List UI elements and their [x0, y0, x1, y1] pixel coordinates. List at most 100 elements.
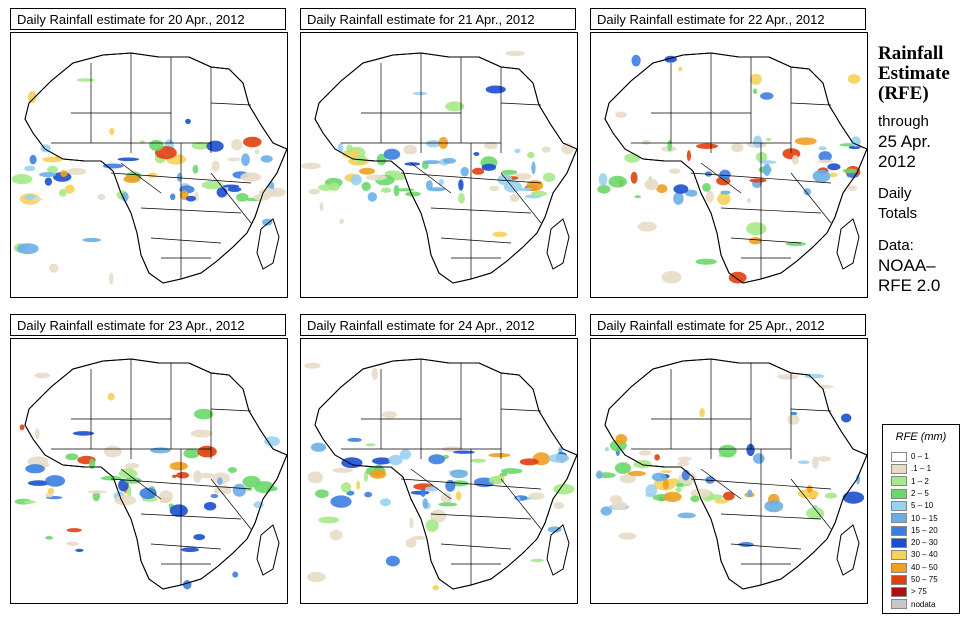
rainfall-cell	[356, 480, 361, 490]
rainfall-cell	[254, 149, 260, 155]
rainfall-cell	[619, 474, 636, 484]
rainfall-cell	[488, 475, 505, 485]
coastline	[604, 358, 867, 590]
rainfall-cell	[856, 474, 860, 485]
map-svg	[11, 52, 287, 285]
country-border	[730, 237, 802, 244]
rainfall-cell	[87, 490, 107, 494]
legend-label: 50 – 75	[911, 575, 938, 584]
country-border	[140, 513, 242, 520]
rainfall-cell	[440, 492, 453, 504]
rainfall-cell	[428, 187, 446, 192]
rainfall-cell	[604, 447, 610, 452]
rainfall-cell	[803, 188, 811, 196]
country-border	[430, 513, 532, 520]
rainfall-cell	[169, 504, 188, 517]
rainfall-cell	[232, 571, 239, 578]
rainfall-cell	[332, 467, 353, 473]
rainfall-cell	[758, 160, 777, 164]
rainfall-cell	[484, 141, 498, 150]
rainfall-cell	[846, 172, 859, 178]
rainfall-cell	[718, 444, 737, 458]
rainfall-cell	[728, 271, 747, 284]
rainfall-cell	[319, 202, 324, 212]
country-border	[500, 478, 542, 530]
rainfall-cell	[706, 494, 724, 500]
rainfall-cell	[341, 149, 360, 159]
rainfall-cell	[23, 500, 36, 504]
legend-item: 2 – 5	[891, 488, 929, 499]
rainfall-cell	[412, 91, 428, 96]
rainfall-cell	[411, 535, 427, 540]
rainfall-cell	[663, 491, 682, 502]
legend-swatch	[891, 476, 907, 487]
legend-swatch	[891, 550, 907, 561]
rainfall-cell	[673, 192, 684, 205]
rainfall-cell	[361, 181, 371, 191]
rainfall-cell	[746, 198, 752, 203]
rainfall-cell	[753, 135, 763, 148]
rainfall-cell	[102, 163, 124, 169]
rainfall-cell	[380, 498, 391, 507]
rainfall-cell	[488, 453, 511, 458]
rainfall-cell	[227, 157, 241, 162]
rainfall-cell	[848, 185, 858, 192]
rainfall-cell	[662, 478, 670, 490]
legend-label: > 75	[911, 587, 927, 597]
legend-item: 0 – 1	[891, 451, 929, 462]
rainfall-cell	[48, 263, 59, 273]
rainfall-cell	[197, 445, 217, 458]
rainfall-panel-25-apr: Daily Rainfall estimate for 25 Apr., 201…	[590, 314, 868, 604]
rainfall-cell	[191, 141, 210, 150]
rainfall-cell	[190, 429, 213, 438]
rainfall-cell	[677, 460, 690, 467]
country-border	[790, 478, 832, 530]
rainfall-cell	[530, 558, 544, 563]
rfe-legend: RFE (mm) 0 – 1 .1 – 1 1 – 2 2 – 5 5 – 10 10 –…	[882, 424, 960, 614]
rainfall-cell	[310, 442, 327, 452]
rainfall-panel-23-apr: Daily Rainfall estimate for 23 Apr., 201…	[10, 314, 288, 604]
map-svg	[304, 358, 577, 591]
rainfall-cell	[760, 92, 774, 100]
country-border	[430, 207, 532, 214]
rainfall-cell	[88, 458, 96, 469]
rainfall-cell	[445, 479, 456, 492]
rainfall-cell	[755, 152, 768, 163]
rainfall-cell	[47, 165, 59, 174]
rainfall-cell	[651, 472, 667, 482]
rainfall-cell	[66, 541, 79, 546]
legend-swatch	[891, 501, 907, 512]
rainfall-cell	[365, 174, 387, 181]
rainfall-cell	[197, 472, 215, 479]
rainfall-cell	[702, 183, 711, 192]
sidebar-info: Rainfall Estimate (RFE) through 25 Apr. …	[878, 44, 964, 296]
rainfall-cell	[227, 186, 242, 192]
rainfall-cell	[236, 193, 249, 202]
rainfall-cell	[609, 495, 623, 504]
rainfall-cell	[510, 194, 520, 202]
rainfall-cell	[355, 154, 367, 164]
africa-rainfall-map	[300, 32, 578, 298]
rainfall-cell	[473, 152, 480, 156]
rainfall-cell	[45, 475, 66, 487]
africa-outline	[604, 52, 867, 284]
rainfall-cell	[371, 367, 378, 381]
rainfall-cell	[301, 162, 322, 170]
sidebar-title-line2: Estimate	[878, 63, 950, 84]
rainfall-cell	[678, 66, 683, 72]
legend-item: 20 – 30	[891, 537, 938, 548]
africa-rainfall-map	[590, 32, 868, 298]
rainfall-cell	[241, 153, 250, 166]
rainfall-cell	[367, 192, 377, 202]
rainfall-cell	[829, 172, 838, 178]
rainfall-cell	[182, 580, 192, 590]
rainfall-cell	[232, 483, 247, 497]
rainfall-cell	[485, 85, 506, 94]
country-border	[210, 172, 252, 224]
rainfall-cell	[193, 408, 214, 420]
rainfall-cell	[627, 470, 646, 477]
legend-swatch	[891, 599, 907, 610]
rainfall-cell	[747, 489, 753, 498]
rainfall-cell	[382, 411, 398, 419]
rainfall-cell	[240, 172, 262, 182]
